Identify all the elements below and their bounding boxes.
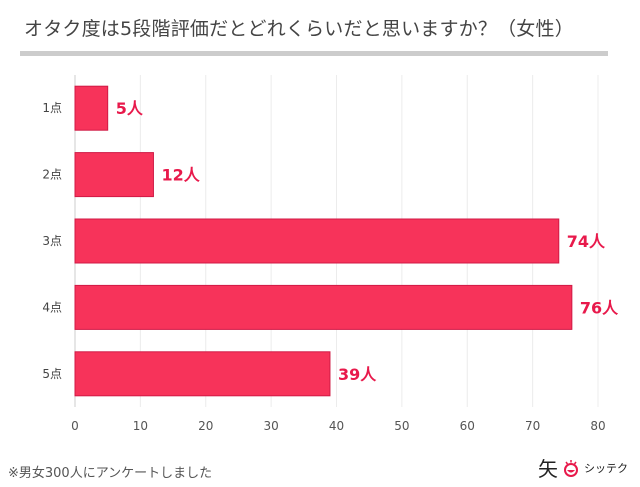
data-label: 5人 bbox=[116, 99, 144, 118]
footnote: ※男女300人にアンケートしました bbox=[8, 466, 213, 481]
x-tick-label: 30 bbox=[263, 419, 278, 433]
bar bbox=[74, 284, 573, 330]
data-label: 39人 bbox=[338, 365, 377, 384]
x-tick-label: 20 bbox=[198, 419, 213, 433]
title-divider bbox=[20, 51, 608, 56]
bar bbox=[74, 85, 109, 131]
y-tick-label: 3点 bbox=[42, 234, 62, 248]
y-tick-label: 1点 bbox=[42, 101, 62, 115]
x-tick-label: 0 bbox=[71, 419, 79, 433]
logo-mark: 矢 bbox=[538, 457, 558, 481]
bar bbox=[74, 218, 560, 264]
x-tick-label: 10 bbox=[133, 419, 148, 433]
data-label: 12人 bbox=[161, 166, 200, 185]
data-label: 76人 bbox=[580, 298, 619, 317]
x-tick-label: 40 bbox=[329, 419, 344, 433]
logo-face-icon bbox=[564, 459, 578, 477]
logo-text: シッテク bbox=[584, 461, 628, 475]
data-label: 74人 bbox=[567, 232, 606, 251]
bar bbox=[74, 152, 154, 198]
bar bbox=[74, 351, 331, 397]
logo: 矢 シッテク bbox=[538, 453, 628, 482]
x-tick-label: 70 bbox=[525, 419, 540, 433]
x-tick-label: 80 bbox=[590, 419, 605, 433]
chart-title: オタク度は5段階評価だとどれくらいだと思いますか？（女性） bbox=[24, 18, 574, 40]
y-tick-label: 5点 bbox=[42, 367, 62, 381]
y-tick-label: 4点 bbox=[42, 300, 62, 314]
x-tick-label: 60 bbox=[460, 419, 475, 433]
y-tick-label: 2点 bbox=[42, 168, 62, 182]
x-tick-label: 50 bbox=[394, 419, 409, 433]
